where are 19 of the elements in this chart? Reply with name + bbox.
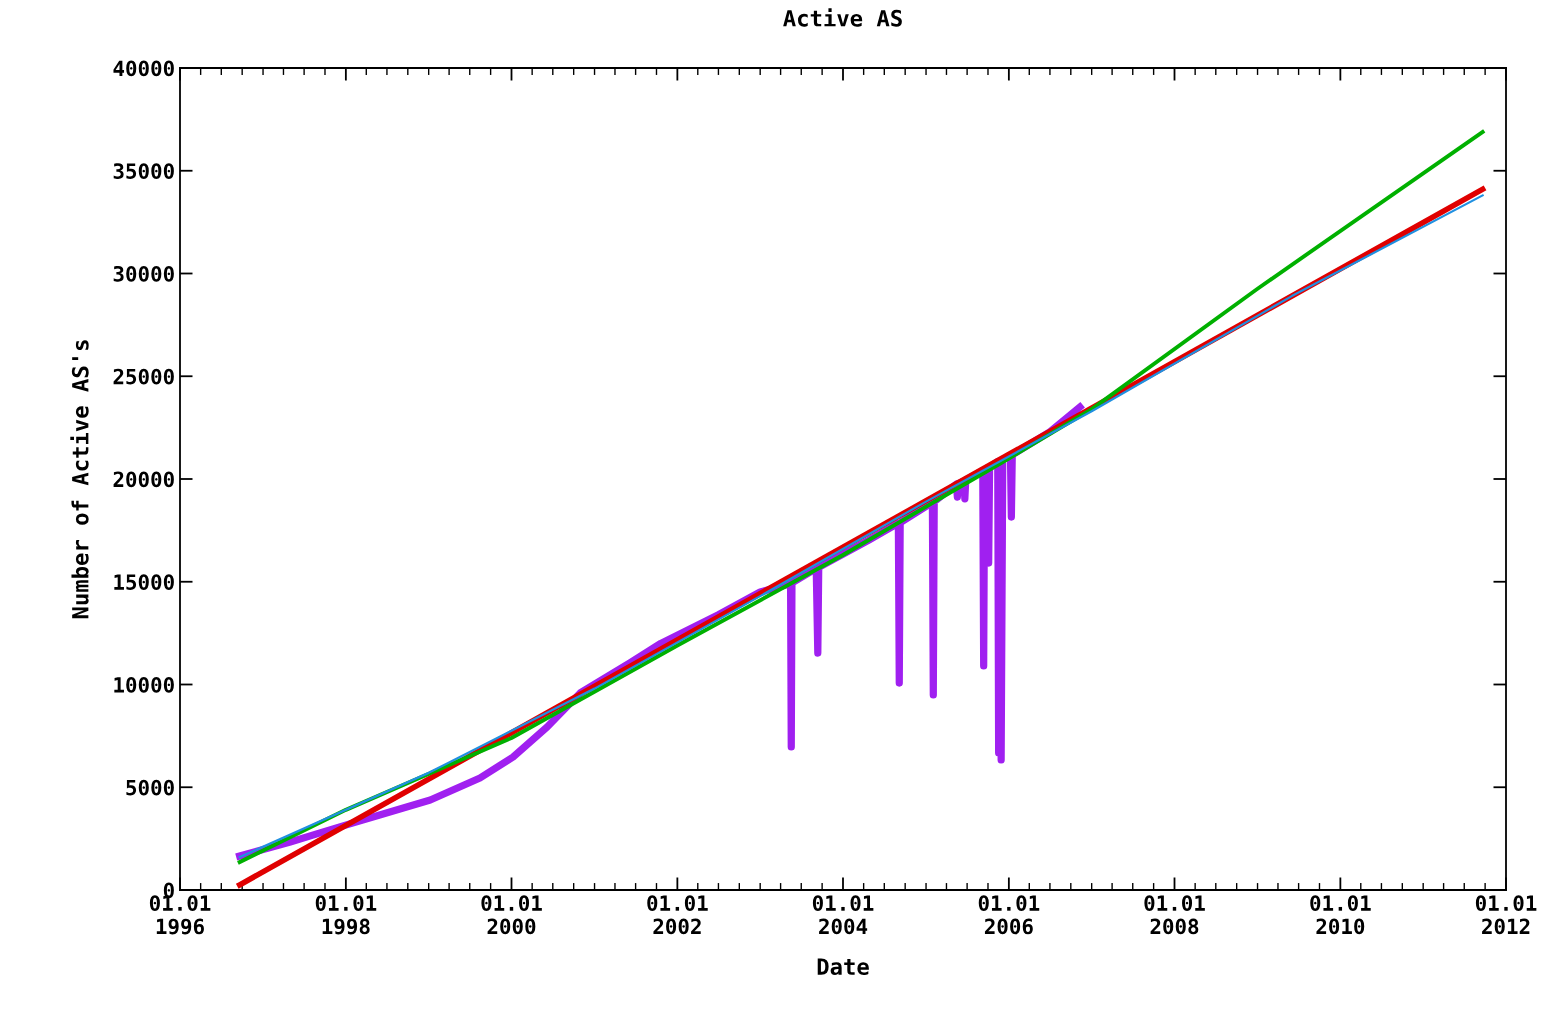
y-tick-label: 30000	[113, 265, 174, 282]
y-tick-label: 25000	[113, 368, 174, 385]
chart-title: Active AS	[783, 8, 902, 27]
y-tick-label: 15000	[114, 574, 174, 590]
y-tick-label: 20000	[113, 471, 174, 488]
y-axis-title: Number of Active AS's	[70, 340, 89, 619]
x-tick-label: 01.01 2008	[1144, 895, 1205, 935]
x-tick-label: 01.01 1998	[315, 895, 377, 935]
x-axis-title: Date	[817, 958, 869, 975]
y-tick-label: 10000	[114, 676, 174, 693]
x-tick-label: 01.01 2006	[978, 895, 1040, 935]
y-tick-label: 40000	[113, 60, 174, 77]
y-tick-label: 5000	[126, 779, 174, 796]
x-tick-label: 01.01 2002	[647, 895, 708, 935]
x-tick-label: 01.01 2004	[812, 895, 874, 935]
y-tick-label: 35000	[113, 163, 174, 179]
x-tick-label: 01.01 2012	[1475, 895, 1537, 935]
x-tick-label: 01.01 2010	[1310, 895, 1371, 935]
x-tick-label: 01.01 2000	[481, 895, 542, 935]
